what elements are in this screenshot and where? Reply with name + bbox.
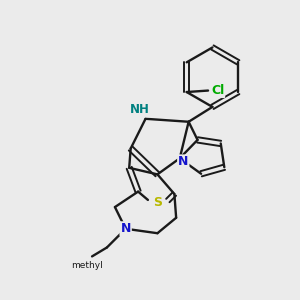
Text: NH: NH xyxy=(130,103,150,116)
Text: methyl: methyl xyxy=(71,261,103,270)
Text: N: N xyxy=(178,155,188,168)
Text: N: N xyxy=(120,222,131,235)
Text: S: S xyxy=(153,196,162,209)
Text: Cl: Cl xyxy=(211,84,224,97)
